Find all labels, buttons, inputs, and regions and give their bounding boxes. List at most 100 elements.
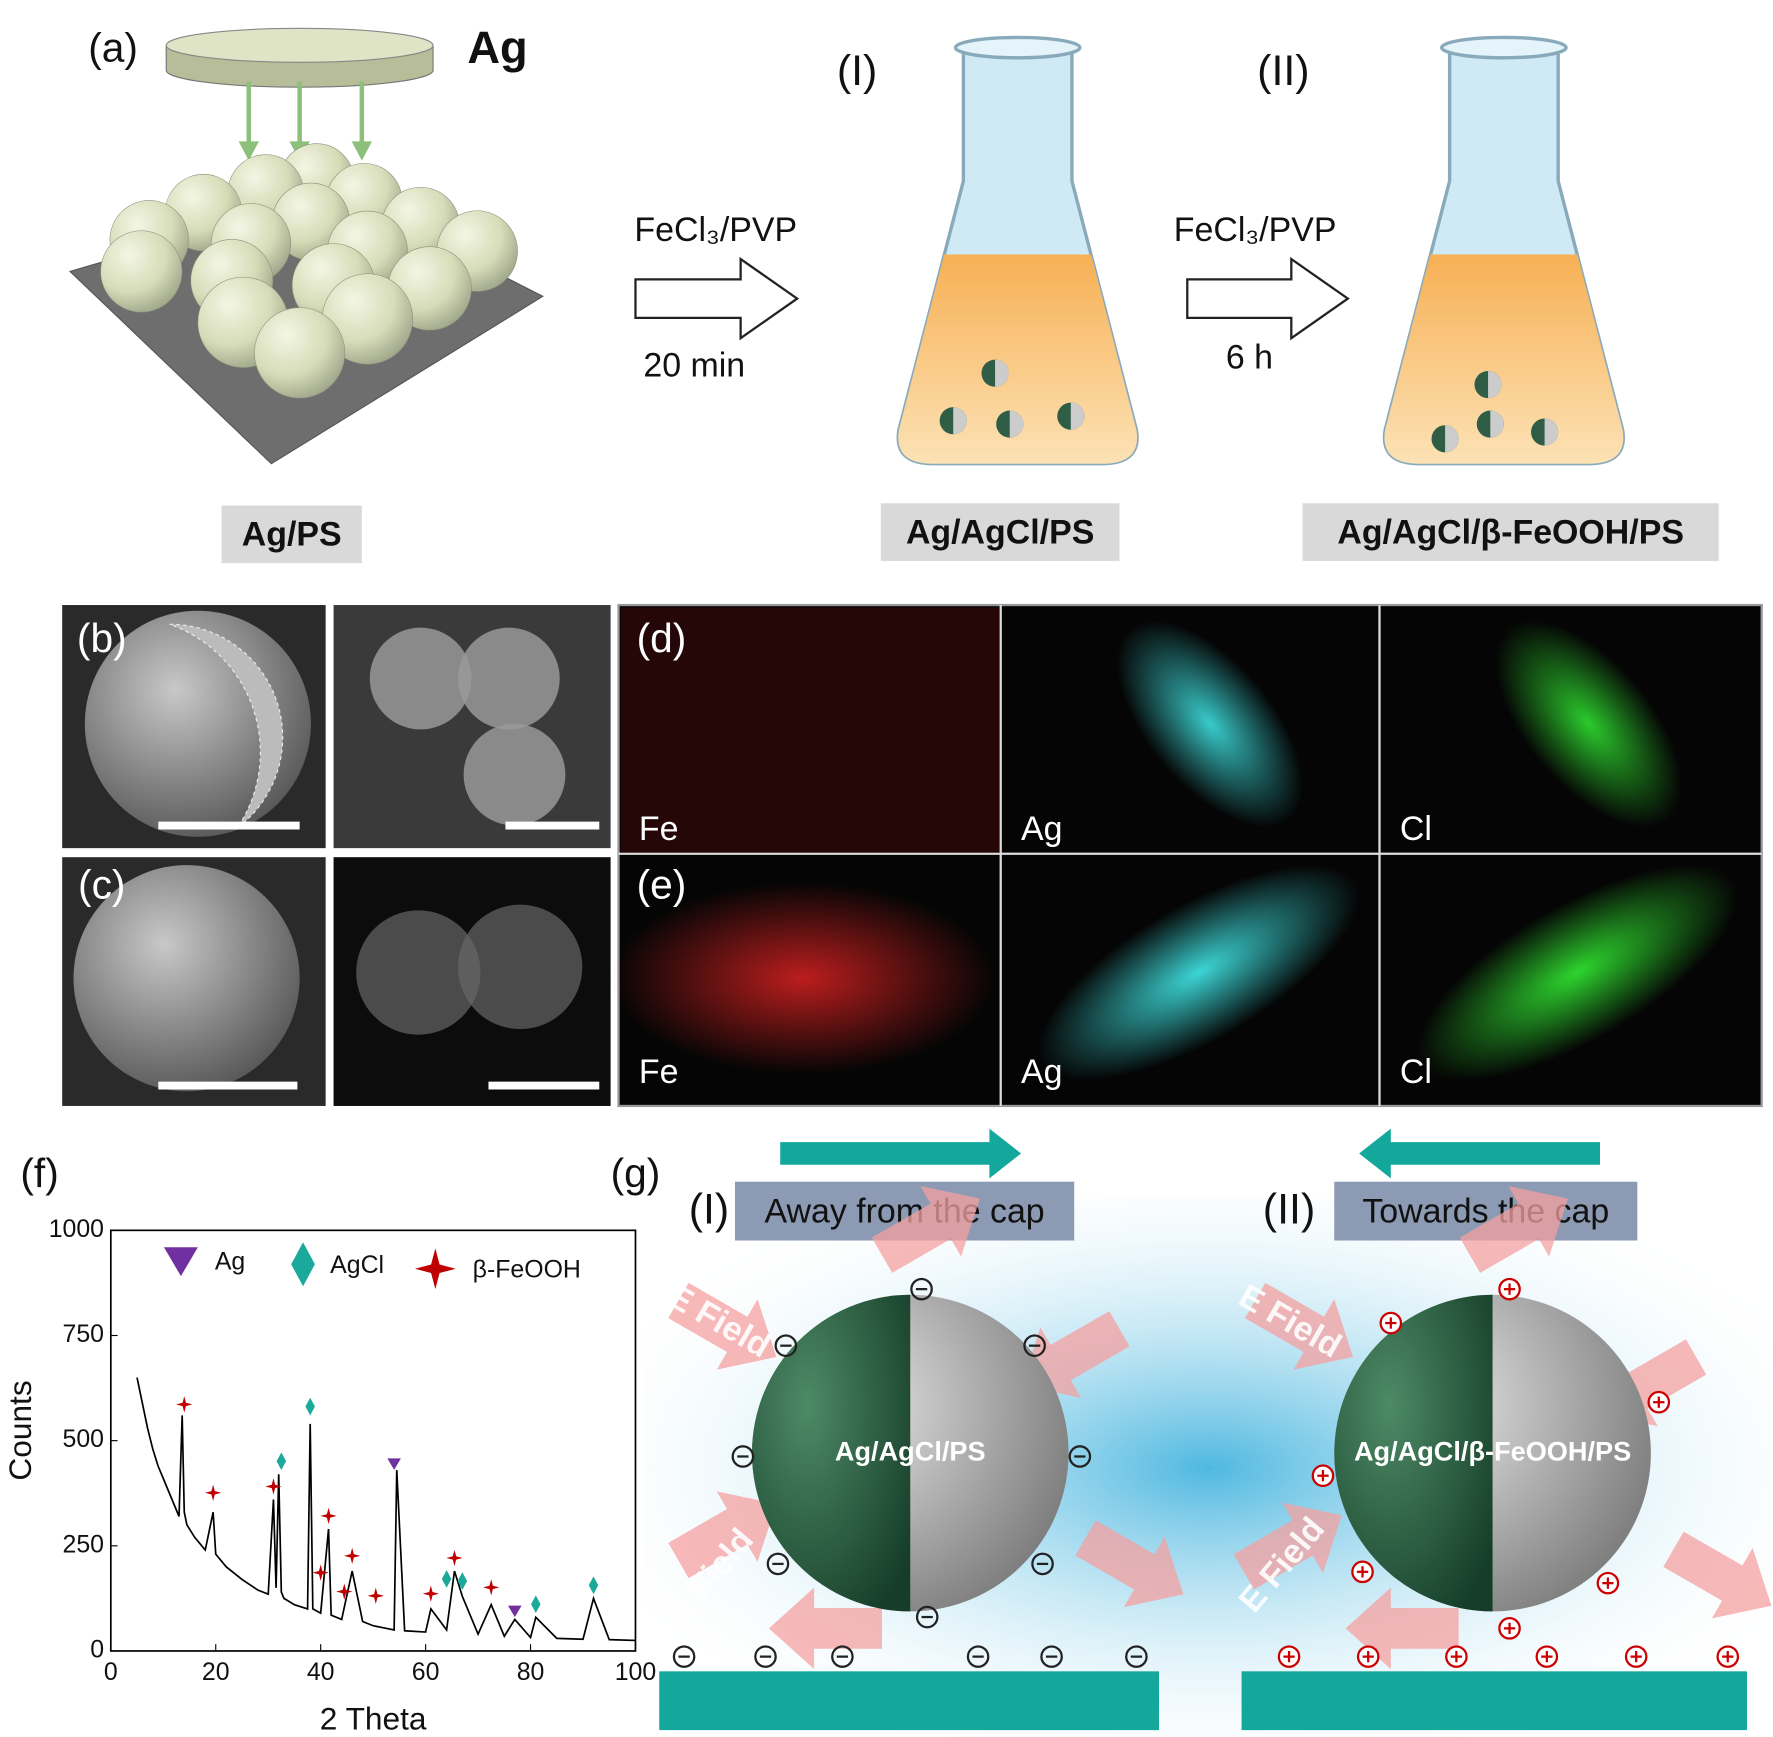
y-tick-label: 250	[63, 1530, 104, 1558]
peak-marker	[367, 1587, 384, 1604]
charge	[672, 1645, 696, 1668]
element-map	[1495, 620, 1682, 828]
element-map	[1417, 864, 1738, 1081]
label: (I)	[689, 1186, 730, 1234]
peak-marker	[176, 1396, 193, 1413]
legend-label: AgCl	[330, 1251, 384, 1279]
sem-particle	[369, 627, 472, 730]
label: Fe	[639, 1053, 679, 1091]
sphere-label: Ag/AgCl/PS	[835, 1435, 986, 1466]
label: 20 min	[643, 347, 745, 385]
charge	[1125, 1645, 1148, 1668]
sem-cap	[169, 623, 284, 829]
label: Ag/AgCl/β-FeOOH/PS	[1337, 513, 1684, 551]
janus-cap	[1334, 1294, 1493, 1612]
micrograph	[333, 605, 611, 849]
peak-marker	[483, 1579, 500, 1596]
field-arrow	[768, 1587, 882, 1670]
field-arrow	[1233, 1502, 1342, 1590]
field-arrow	[871, 1186, 980, 1273]
y-tick-label: 500	[63, 1425, 104, 1453]
particle-cap	[953, 407, 967, 435]
charge	[731, 1445, 755, 1468]
peak-marker	[508, 1605, 522, 1618]
legend-marker	[414, 1248, 456, 1290]
particle-cap	[1488, 370, 1502, 399]
peak-marker	[305, 1397, 315, 1416]
charge	[1040, 1645, 1063, 1668]
field-arrow	[1075, 1520, 1184, 1608]
label: Fe	[639, 810, 679, 848]
field-arrow	[1663, 1531, 1772, 1619]
flask-rim	[953, 35, 1082, 60]
label-box	[221, 505, 362, 564]
label: FeCl₃/PVP	[634, 211, 797, 249]
legend-label: Ag	[215, 1248, 245, 1276]
charge	[774, 1334, 798, 1357]
particle-cap	[1009, 410, 1024, 438]
label: FeCl₃/PVP	[1174, 211, 1337, 249]
charge	[754, 1645, 777, 1668]
element-map	[1038, 864, 1359, 1081]
particle-cap	[1544, 418, 1559, 446]
charge	[1023, 1334, 1046, 1357]
arrow-head	[351, 141, 373, 161]
peak-marker	[446, 1549, 463, 1567]
label: Ag	[1021, 810, 1062, 848]
x-axis-label: 2 Theta	[320, 1700, 427, 1736]
peak-marker	[276, 1452, 287, 1471]
peak-marker	[312, 1564, 329, 1581]
peak-marker	[344, 1547, 361, 1564]
label: (d)	[637, 615, 687, 661]
label: (I)	[837, 47, 878, 95]
element-map	[610, 882, 996, 1075]
element-map	[1116, 620, 1303, 828]
label: (f)	[20, 1150, 58, 1196]
sphere	[254, 307, 346, 399]
flask-rim	[1439, 35, 1568, 60]
y-tick-label: 1000	[49, 1215, 104, 1243]
janus-cap	[751, 1294, 911, 1612]
fe-map	[620, 607, 1000, 853]
target-disk	[165, 27, 434, 63]
x-tick-label: 20	[202, 1658, 230, 1686]
sphere	[100, 230, 183, 313]
peak-marker	[320, 1507, 337, 1525]
charge	[915, 1605, 939, 1629]
label-box	[1302, 503, 1719, 561]
substrate	[1241, 1671, 1747, 1731]
y-tick-label: 0	[90, 1636, 104, 1664]
peak-marker	[588, 1576, 599, 1595]
x-tick-label: 80	[517, 1658, 545, 1686]
label: (II)	[1263, 1186, 1315, 1234]
substrate	[659, 1671, 1160, 1731]
x-tick-label: 40	[307, 1658, 335, 1686]
sphere-label: Ag/AgCl/β-FeOOH/PS	[1354, 1435, 1631, 1466]
field-arrow	[1244, 1282, 1354, 1370]
xrd-curve	[136, 1377, 636, 1642]
charge	[1068, 1445, 1092, 1468]
peak-marker	[387, 1458, 401, 1470]
motion-arrow	[1359, 1128, 1600, 1179]
charge	[966, 1645, 990, 1668]
label: (e)	[637, 861, 687, 907]
motion-arrow	[780, 1128, 1022, 1179]
sem-particle	[463, 723, 566, 826]
particle-cap	[995, 359, 1009, 387]
charge	[910, 1277, 933, 1301]
label: (g)	[611, 1150, 661, 1196]
y-axis-label: Counts	[2, 1380, 38, 1480]
x-tick-label: 60	[412, 1658, 440, 1686]
label: Cl	[1400, 810, 1432, 848]
label: Ag	[467, 22, 527, 73]
label: Ag	[1021, 1053, 1062, 1091]
field-arrow	[668, 1491, 777, 1579]
liquid	[1384, 254, 1624, 464]
arrow-head	[238, 141, 259, 161]
field-arrow	[668, 1282, 777, 1370]
peak-marker	[204, 1484, 222, 1501]
particle-cap	[1445, 425, 1459, 453]
label: (b)	[77, 615, 127, 661]
sem-particle	[73, 865, 300, 1092]
